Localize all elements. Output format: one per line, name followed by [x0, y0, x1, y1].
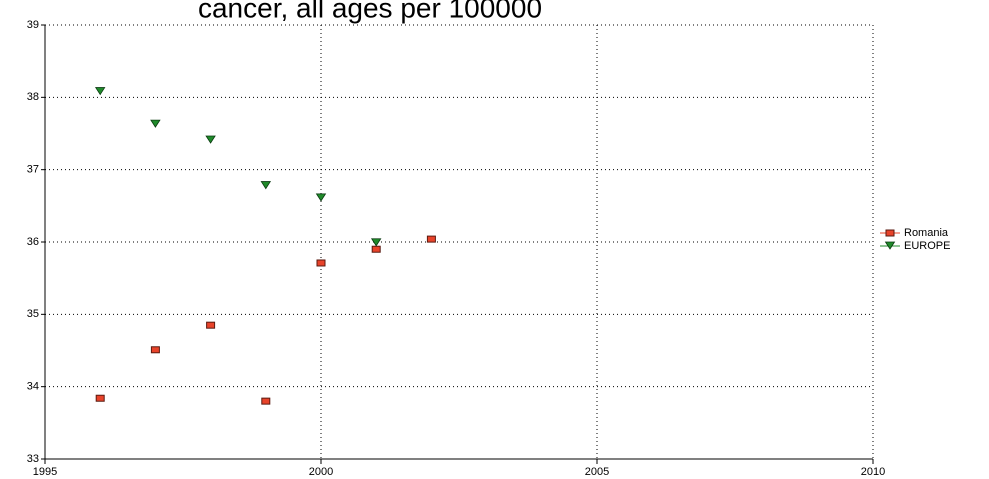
- legend-marker: [884, 241, 896, 250]
- x-tick-label: 2005: [585, 466, 609, 478]
- point: [95, 394, 105, 402]
- x-tick-label: 1995: [33, 466, 57, 478]
- legend-label: EUROPE: [904, 240, 950, 252]
- point: [261, 397, 271, 405]
- point: [150, 346, 160, 354]
- point: [370, 238, 382, 247]
- point: [150, 119, 161, 128]
- point: [260, 181, 272, 190]
- point: [205, 135, 216, 144]
- y-tick-label: 33: [27, 453, 39, 465]
- y-tick-label: 36: [27, 236, 39, 248]
- point: [206, 321, 216, 329]
- chart-title: cancer, all ages per 100000: [198, 0, 542, 23]
- legend-marker: [885, 229, 895, 237]
- y-tick-label: 38: [27, 91, 39, 103]
- point: [94, 87, 106, 96]
- x-tick-label: 2010: [861, 466, 885, 478]
- legend-label: Romania: [904, 227, 949, 239]
- y-tick-label: 39: [27, 19, 39, 31]
- point: [426, 235, 436, 243]
- y-tick-label: 34: [27, 381, 39, 393]
- x-tick-label: 2000: [309, 466, 333, 478]
- point: [316, 259, 326, 267]
- y-tick-label: 35: [27, 308, 39, 320]
- point: [315, 193, 327, 202]
- y-tick-label: 37: [27, 164, 39, 176]
- point: [371, 245, 381, 253]
